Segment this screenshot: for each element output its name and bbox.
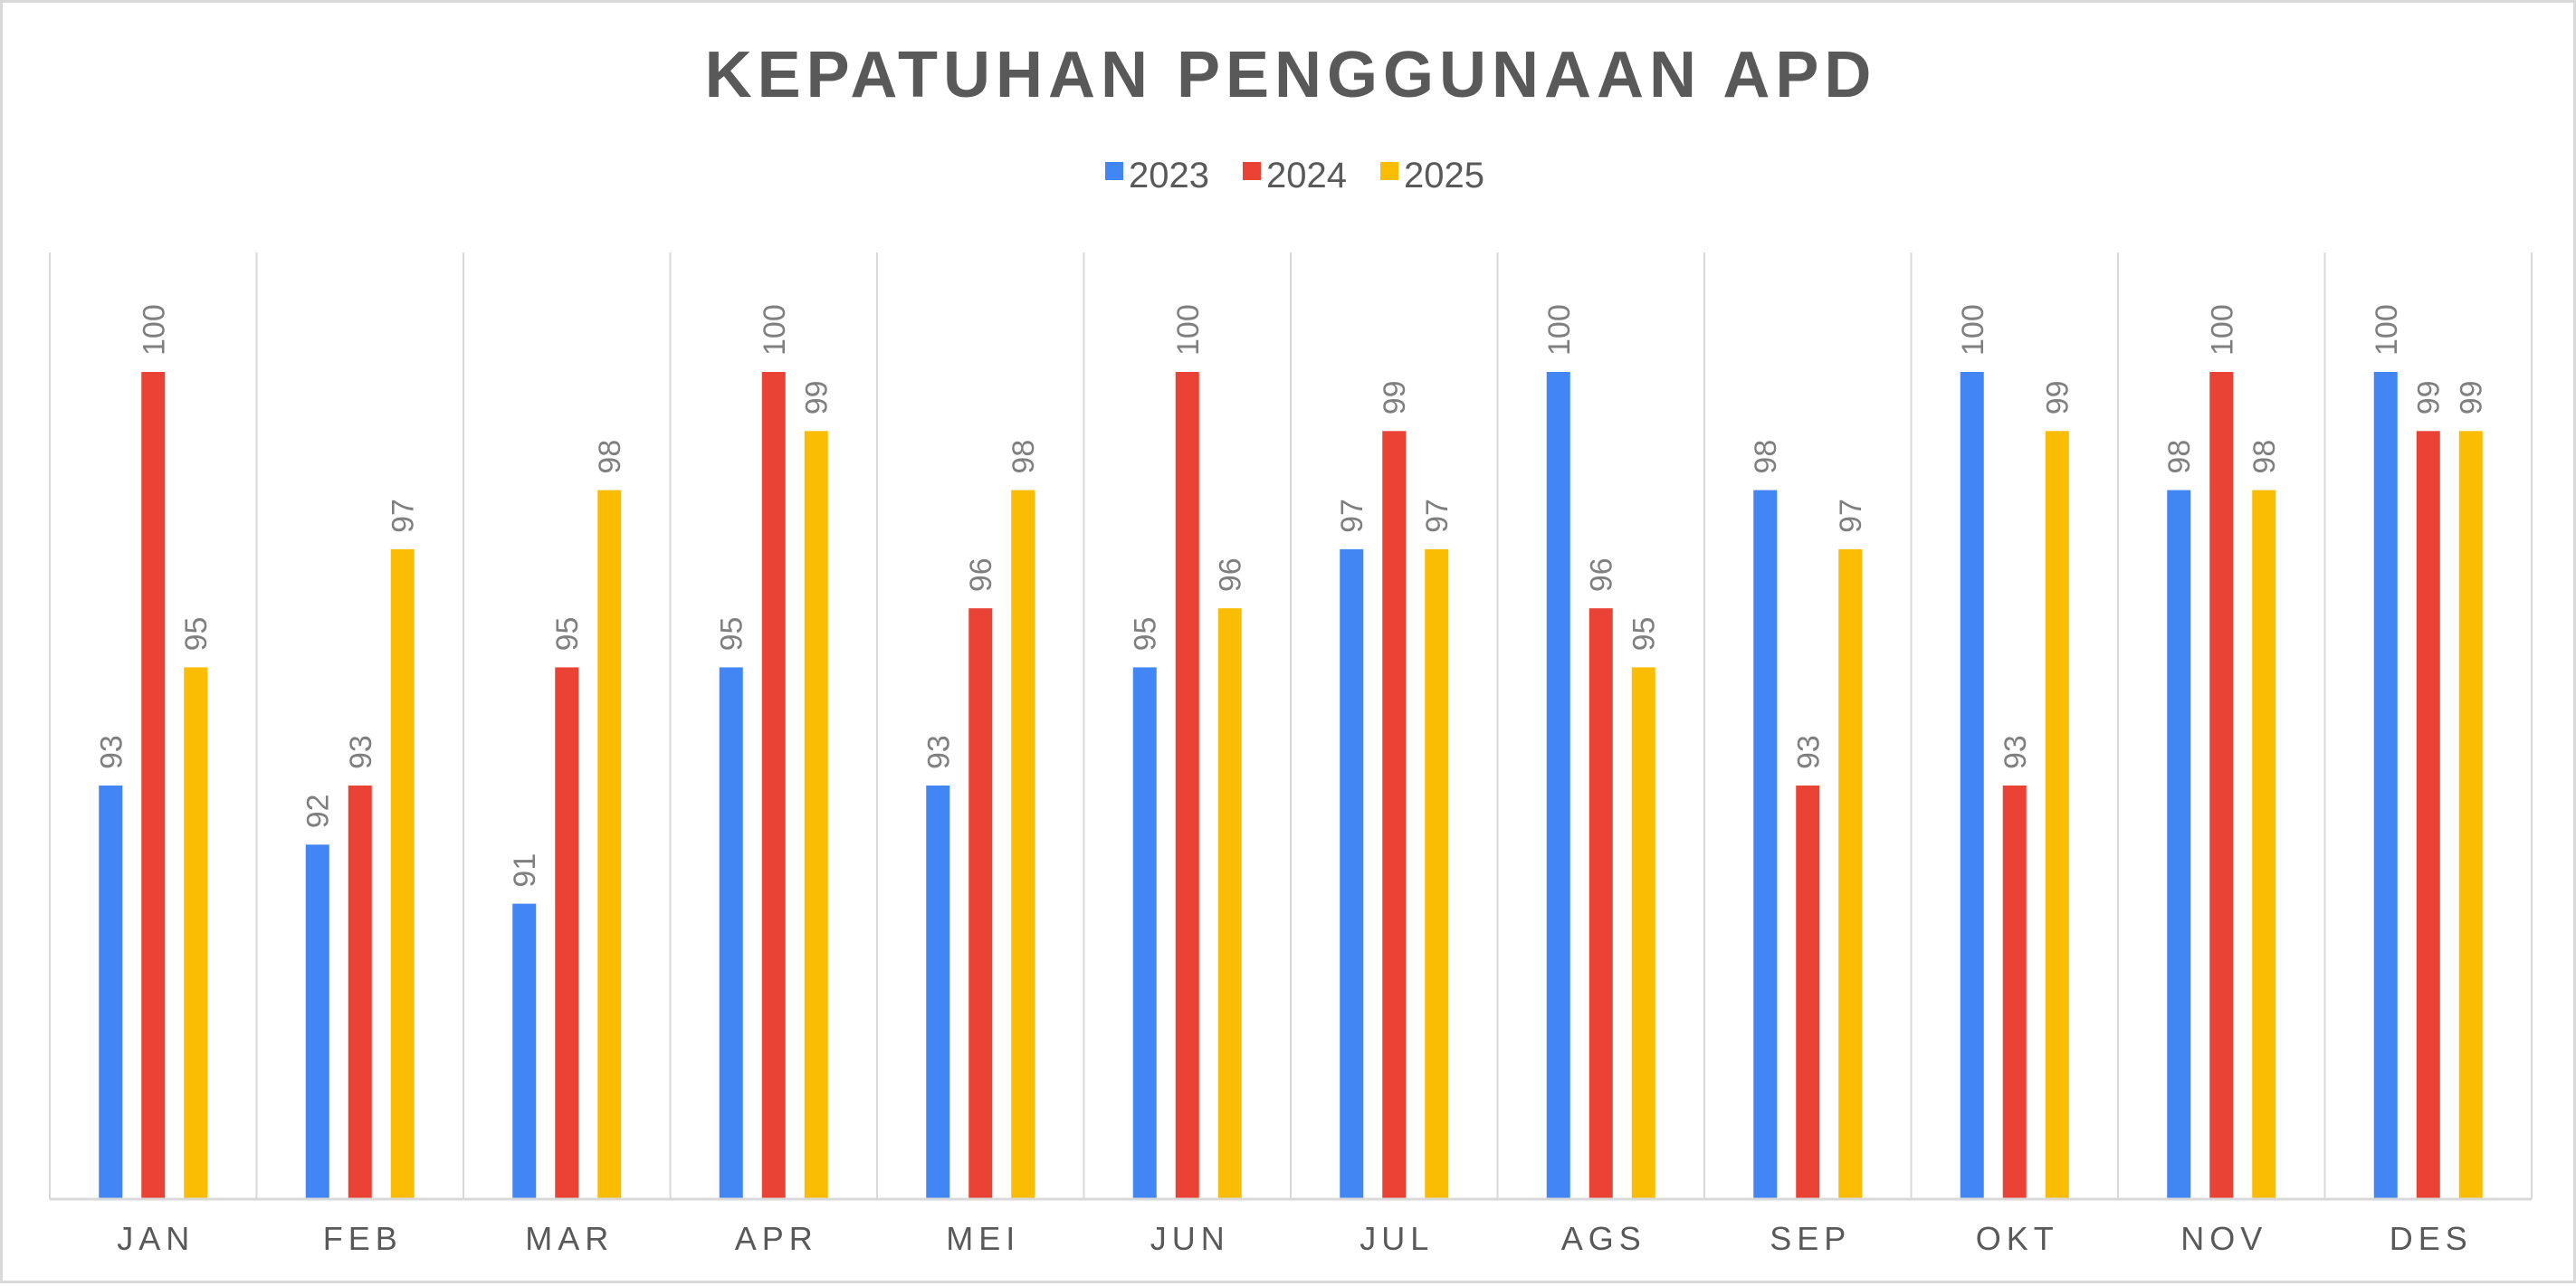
data-label: 100 (1956, 304, 1990, 356)
data-label: 100 (1542, 304, 1577, 356)
x-tick-label: FEB (323, 1220, 403, 1257)
bar-2024-mar (555, 667, 579, 1199)
bar-2023-mei (926, 786, 950, 1199)
bar-2025-mar (597, 490, 622, 1199)
bar-2024-jun (1175, 372, 1199, 1199)
bar-2024-okt (2002, 786, 2027, 1199)
bar-2024-jul (1382, 431, 1407, 1199)
data-label: 93 (344, 735, 378, 769)
data-label: 100 (1171, 304, 1206, 356)
x-tick-label: MAR (525, 1220, 614, 1257)
data-label: 98 (593, 440, 627, 474)
data-label: 93 (94, 735, 129, 769)
data-label: 96 (1214, 557, 1248, 592)
x-axis-ticks: JAN FEB MAR APR MEI JUN JUL AGS SEP OKT NOV DES (117, 1220, 2473, 1257)
data-label: 93 (1791, 735, 1826, 769)
x-tick-label: NOV (2180, 1220, 2267, 1257)
legend-label-2024: 2024 (1266, 156, 1347, 195)
data-label: 97 (1335, 499, 1369, 533)
bars-group (99, 372, 2483, 1199)
data-label: 100 (758, 304, 792, 356)
data-label: 98 (1007, 440, 1041, 474)
bar-2025-nov (2252, 490, 2276, 1199)
bar-2023-jul (1340, 548, 1364, 1199)
data-label: 99 (800, 380, 835, 414)
data-label: 92 (301, 794, 336, 828)
bar-2023-sep (1753, 490, 1778, 1199)
data-label: 95 (550, 617, 585, 652)
bar-2023-okt (1960, 372, 1984, 1199)
x-tick-label: JUL (1360, 1220, 1434, 1257)
x-tick-label: JAN (117, 1220, 195, 1257)
x-tick-label: MEI (946, 1220, 1020, 1257)
bar-2025-sep (1838, 548, 1863, 1199)
x-tick-label: DES (2390, 1220, 2473, 1257)
category-gridlines (49, 252, 2533, 1199)
legend-swatch-2023 (1105, 162, 1123, 180)
data-label: 93 (1999, 735, 2033, 769)
bar-2024-feb (348, 786, 372, 1199)
bar-2025-des (2458, 431, 2483, 1199)
x-tick-label: OKT (1976, 1220, 2059, 1257)
bar-2023-jan (99, 786, 123, 1199)
bar-2025-ags (1631, 667, 1655, 1199)
bar-2025-jul (1425, 548, 1449, 1199)
data-label: 99 (2412, 380, 2447, 414)
bar-2025-mei (1011, 490, 1035, 1199)
data-label: 99 (2041, 380, 2075, 414)
data-labels-group: 9392919593959710098100981001009395100961… (94, 304, 2489, 887)
bar-chart: KEPATUHAN PENGGUNAAN APD 2023 2024 2025 93… (49, 39, 2533, 1257)
x-tick-label: APR (735, 1220, 818, 1257)
data-label: 98 (1749, 440, 1783, 474)
legend-swatch-2024 (1243, 162, 1261, 180)
bar-2025-jan (184, 667, 208, 1199)
legend-swatch-2025 (1380, 162, 1398, 180)
data-label: 95 (715, 617, 749, 652)
data-label: 95 (1129, 617, 1163, 652)
data-label: 93 (921, 735, 956, 769)
bar-2023-apr (719, 667, 743, 1199)
data-label: 98 (2162, 440, 2197, 474)
bar-2024-nov (2209, 372, 2234, 1199)
data-label: 96 (964, 557, 998, 592)
bar-2024-apr (761, 372, 786, 1199)
data-label: 98 (2247, 440, 2282, 474)
x-tick-label: AGS (1561, 1220, 1646, 1257)
bar-2023-ags (1546, 372, 1570, 1199)
x-tick-label: SEP (1770, 1220, 1851, 1257)
legend-label-2025: 2025 (1404, 156, 1484, 195)
data-label: 100 (2205, 304, 2239, 356)
bar-2025-jun (1217, 608, 1242, 1199)
bar-2025-feb (390, 548, 415, 1199)
legend: 2023 2024 2025 (1105, 156, 1484, 195)
data-label: 99 (2455, 380, 2489, 414)
data-label: 97 (386, 499, 421, 533)
bar-2025-apr (804, 431, 828, 1199)
bar-2024-jan (141, 372, 166, 1199)
bar-2024-mei (968, 608, 993, 1199)
data-label: 97 (1420, 499, 1455, 533)
bar-2023-nov (2167, 490, 2191, 1199)
bar-2024-ags (1589, 608, 1613, 1199)
bar-2023-mar (512, 903, 537, 1199)
data-label: 95 (1627, 617, 1662, 652)
bar-2023-jun (1132, 667, 1157, 1199)
data-label: 91 (508, 853, 542, 888)
data-label: 96 (1585, 557, 1619, 592)
bar-2023-des (2373, 372, 2398, 1199)
data-label: 97 (1834, 499, 1868, 533)
chart-title: KEPATUHAN PENGGUNAAN APD (705, 39, 1877, 111)
data-label: 99 (1378, 380, 1412, 414)
data-label: 100 (137, 304, 171, 356)
x-tick-label: JUN (1150, 1220, 1230, 1257)
data-label: 95 (179, 617, 214, 652)
data-label: 100 (2370, 304, 2404, 356)
bar-2024-sep (1796, 786, 1820, 1199)
bar-2024-des (2416, 431, 2440, 1199)
bar-2025-okt (2045, 431, 2069, 1199)
bar-2023-feb (305, 844, 329, 1199)
legend-label-2023: 2023 (1129, 156, 1209, 195)
